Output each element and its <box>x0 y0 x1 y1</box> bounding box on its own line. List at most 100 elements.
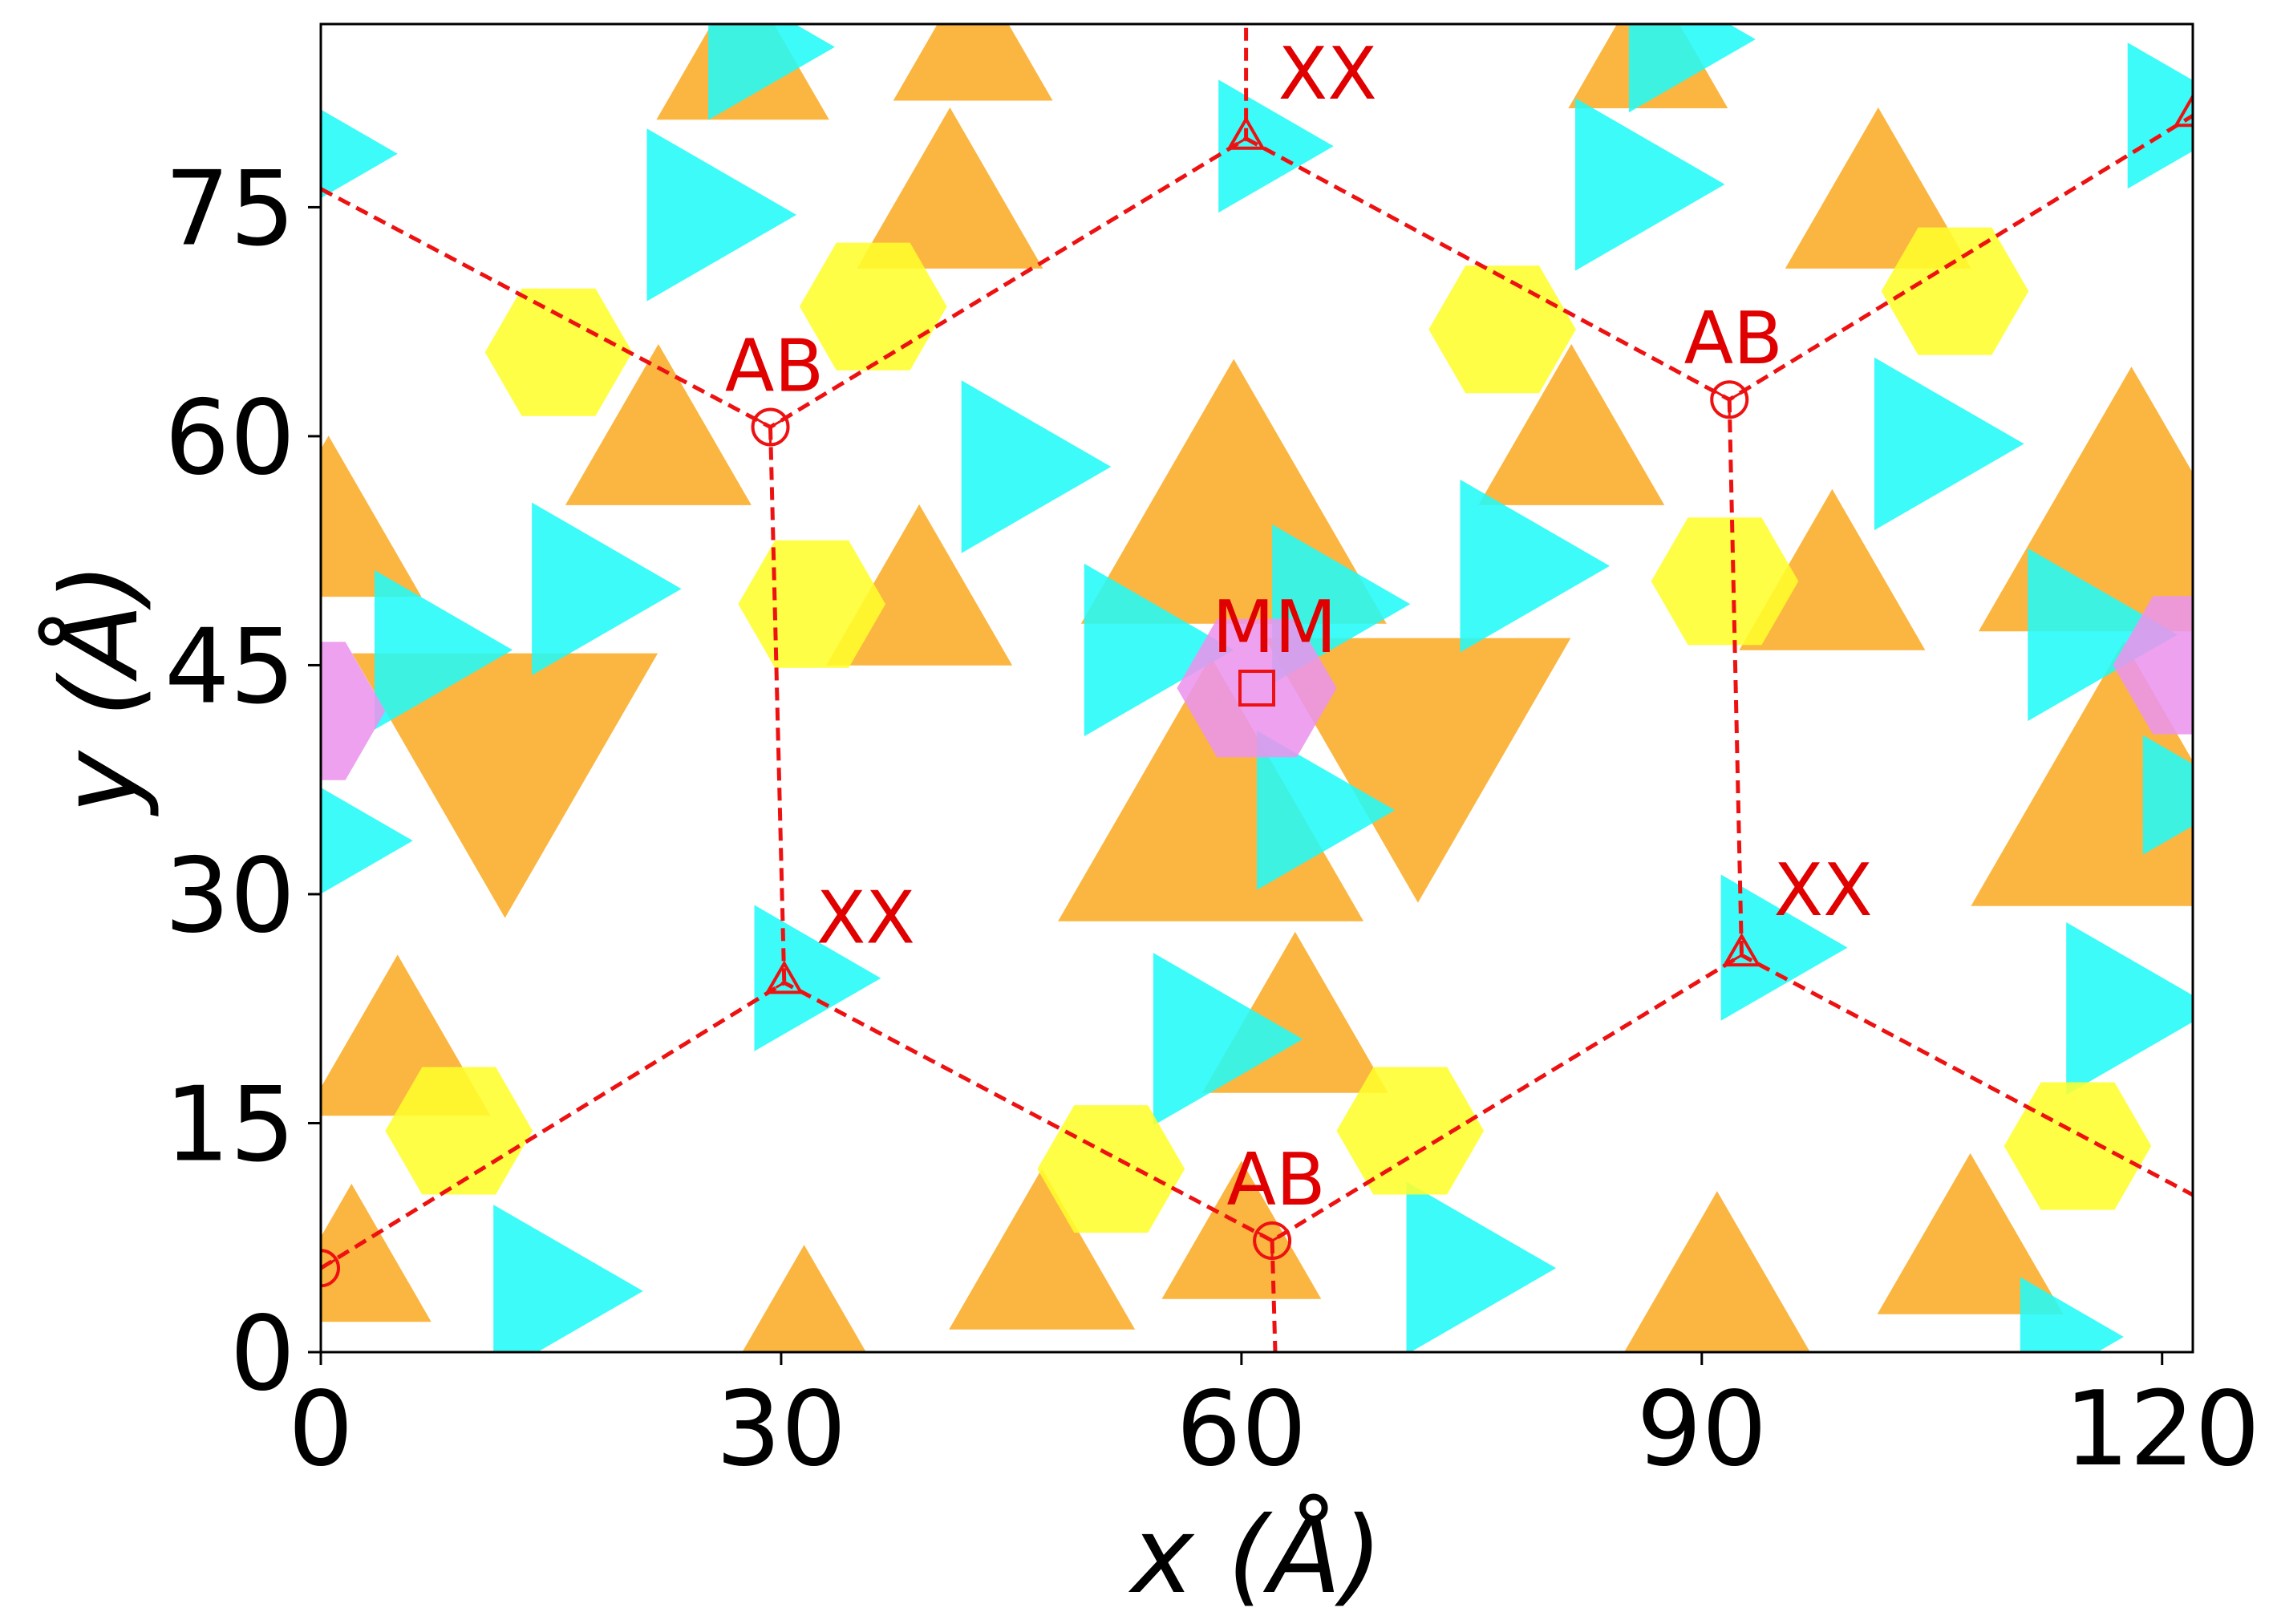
y-tick-label: 45 <box>164 607 295 727</box>
marker-spoke <box>769 417 787 428</box>
site-marker-xx <box>1722 933 1761 967</box>
site-labels-layer: XX XX XX AB AB AB MM <box>725 32 1873 1222</box>
site-label-xx: XX <box>1774 848 1873 933</box>
y-axis-title: y (Å) <box>38 562 162 816</box>
orange-triangle-down <box>1265 638 1571 903</box>
y-tick-label: 75 <box>164 149 295 269</box>
marker-spoke <box>321 1258 337 1270</box>
orange-triangle-up <box>565 344 752 505</box>
cyan-triangle-right <box>1628 24 1756 113</box>
marker-spoke <box>1713 389 1730 401</box>
x-axis-title: x (Å) <box>1128 1493 1382 1618</box>
yellow-hexagon <box>2004 1082 2152 1210</box>
orange-triangle-down <box>352 653 658 918</box>
site-marker-ab <box>1710 380 1749 419</box>
orange-triangle-up <box>857 107 1043 269</box>
site-marker-ab <box>751 407 790 447</box>
triangle-marker <box>1226 115 1266 150</box>
x-tick-label: 30 <box>715 1370 846 1489</box>
marker-spoke <box>1740 954 1751 962</box>
site-marker-ab <box>1253 1221 1292 1261</box>
site-markers-layer <box>321 93 2193 1288</box>
x-tick-label: 0 <box>288 1370 353 1489</box>
x-tick-label: 60 <box>1176 1370 1307 1489</box>
cyan-triangle-right <box>2020 1277 2124 1352</box>
yellow-hexagon <box>1651 517 1799 646</box>
dashed-line <box>1727 399 1744 956</box>
marker-spoke <box>1271 1230 1288 1242</box>
site-label-xx: XX <box>1278 32 1377 116</box>
dashed-line <box>1270 1240 1278 1352</box>
site-label-ab: AB <box>725 325 824 409</box>
dashed-line <box>321 24 1249 430</box>
dashed-line <box>768 427 787 983</box>
cyan-triangle-right <box>708 24 835 120</box>
square-marker <box>1238 670 1275 707</box>
yellow-hexagon <box>1881 227 2029 355</box>
cyan-triangle-right <box>754 905 881 1051</box>
y-tick-label: 15 <box>164 1065 295 1185</box>
shapes-layer <box>321 24 2193 1352</box>
x-tick-label: 120 <box>2064 1370 2260 1489</box>
site-marker-edge <box>2173 93 2193 128</box>
orange-triangle-up <box>742 1245 866 1352</box>
marker-spoke <box>2183 114 2193 122</box>
orange-triangle-up <box>1739 488 1926 650</box>
site-marker-xx <box>1226 115 1266 150</box>
orange-triangle-up <box>1161 1160 1322 1299</box>
cyan-triangle-right <box>493 1205 643 1352</box>
triangle-marker <box>2173 93 2193 128</box>
cyan-triangle-right <box>1084 563 1234 737</box>
site-label-ab: AB <box>1684 297 1783 381</box>
orange-triangle-up <box>1877 1152 2064 1314</box>
cyan-triangle-right <box>1257 730 1396 890</box>
y-tick-label: 30 <box>164 836 295 956</box>
yellow-hexagon <box>484 288 633 416</box>
dashed-line <box>321 953 2193 1270</box>
cyan-triangle-right <box>1460 480 1610 653</box>
circle-marker <box>321 1249 340 1288</box>
cyan-triangle-right <box>1874 357 2024 531</box>
cyan-triangle-right <box>2127 43 2193 189</box>
marker-spoke <box>784 982 793 989</box>
plot-area <box>321 24 2193 1352</box>
axis-ticks: 0 30 60 90 120 0 15 30 45 60 75 <box>164 149 2260 1489</box>
marker-spoke <box>775 982 785 989</box>
cyan-triangle-right <box>2028 548 2178 722</box>
cyan-triangle-right <box>2066 922 2193 1095</box>
cyan-triangle-right <box>2142 735 2193 855</box>
marker-spoke <box>1245 137 1255 145</box>
site-label-xx: XX <box>816 876 915 960</box>
y-tick-label: 0 <box>230 1294 295 1414</box>
cyan-triangle-right <box>321 788 413 894</box>
cyan-triangle-right <box>532 502 682 675</box>
cyan-triangle-right <box>961 380 1112 553</box>
yellow-hexagon <box>1336 1067 1485 1195</box>
site-marker-edge <box>321 1249 340 1288</box>
plot-frame <box>319 22 2194 1354</box>
cyan-triangle-right <box>1406 1181 1557 1352</box>
triangle-marker <box>1722 933 1761 967</box>
cyan-triangle-right <box>1153 953 1303 1126</box>
orange-triangle-up <box>949 1168 1136 1330</box>
marker-spoke <box>1732 954 1743 962</box>
violet-hexagon <box>321 642 386 780</box>
site-marker-mm <box>1238 670 1275 707</box>
triangle-marker <box>764 960 804 994</box>
marker-spoke <box>1256 1230 1273 1242</box>
orange-triangle-up <box>1624 1191 1810 1352</box>
marker-spoke <box>1728 389 1746 401</box>
cyan-triangle-right <box>375 570 513 730</box>
site-label-ab: AB <box>1226 1138 1325 1222</box>
cyan-triangle-right <box>1720 874 1848 1021</box>
cyan-triangle-right <box>646 128 797 302</box>
site-marker-xx <box>764 960 804 994</box>
orange-triangle-up <box>1971 641 2193 906</box>
yellow-hexagon <box>799 242 947 371</box>
violet-hexagon <box>2113 596 2193 735</box>
cyan-triangle-right <box>321 109 398 199</box>
cyan-triangle-right <box>1575 98 1725 271</box>
x-tick-label: 90 <box>1636 1370 1767 1489</box>
marker-spoke <box>754 417 772 428</box>
